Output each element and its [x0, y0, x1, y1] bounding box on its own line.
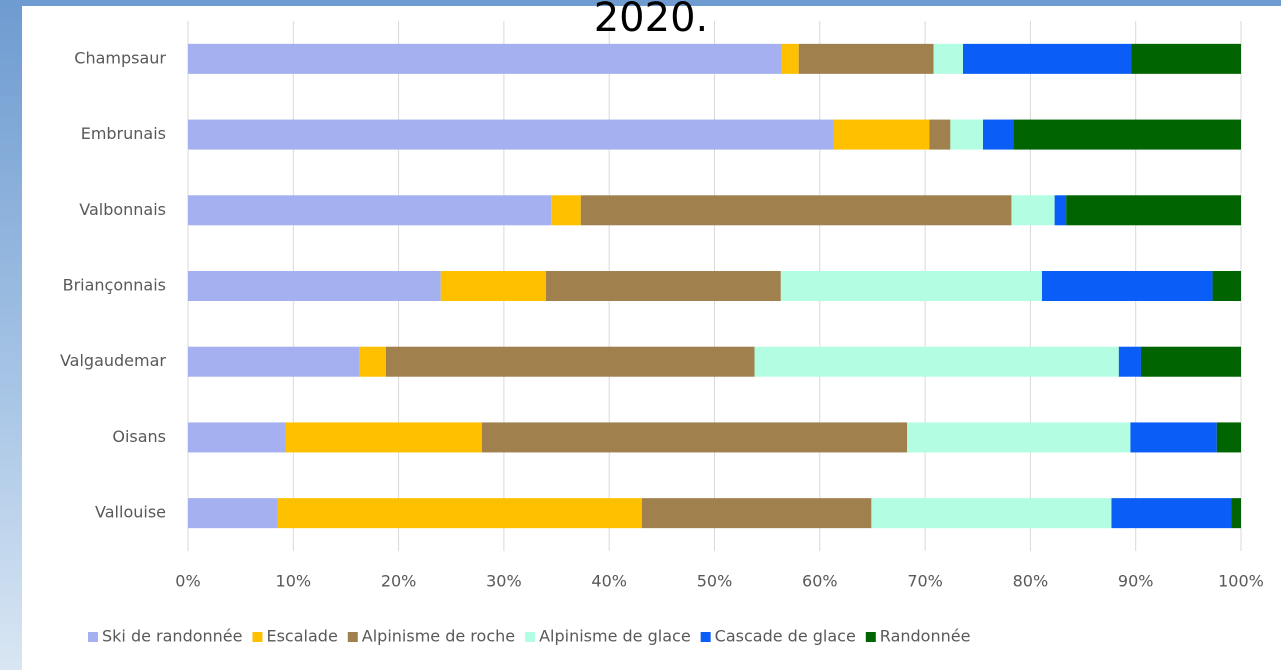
y-tick-label: Vallouise [95, 503, 166, 522]
x-tick-label: 90% [1118, 572, 1154, 591]
x-tick-label: 80% [1013, 572, 1049, 591]
chart-title: 2020. [594, 0, 709, 41]
bar-segment [1011, 195, 1055, 226]
bar-segment [929, 119, 951, 150]
x-tick-label: 70% [907, 572, 943, 591]
legend-swatch [700, 632, 711, 642]
legend-swatch [347, 632, 358, 642]
legend-label: Alpinisme de roche [362, 627, 515, 646]
bar-segment [188, 271, 441, 301]
bar-segment [1118, 346, 1141, 377]
bar-segment [641, 498, 872, 529]
legend-label: Escalade [266, 627, 337, 646]
x-tick-label: 0% [175, 572, 200, 591]
chart-area [22, 6, 1281, 670]
bar-segment [1130, 422, 1217, 453]
legend-swatch [865, 632, 876, 642]
bar-segment [1041, 271, 1213, 301]
bar-segment [188, 195, 552, 226]
bar-segment [833, 119, 930, 150]
bar-segment [933, 43, 964, 74]
bar-segment [188, 498, 278, 529]
bar-segment [1140, 346, 1241, 377]
y-tick-label: Embrunais [81, 124, 166, 143]
bar-segment [798, 43, 934, 74]
bar-segment [963, 43, 1132, 74]
bar-segment [580, 195, 1012, 226]
bar-segment [780, 271, 1042, 301]
x-tick-label: 50% [697, 572, 733, 591]
x-tick-label: 10% [276, 572, 312, 591]
bar-segment [546, 271, 781, 301]
bar-segment [188, 43, 782, 74]
legend-swatch [252, 632, 263, 642]
bar-segment [359, 346, 386, 377]
y-tick-label: Oisans [112, 427, 166, 446]
bar-segment [188, 346, 360, 377]
legend-label: Cascade de glace [715, 627, 856, 646]
bar-segment [385, 346, 755, 377]
legend-swatch [88, 632, 98, 642]
bar-segment [1066, 195, 1241, 226]
bar-segment [1013, 119, 1241, 150]
legend-label: Randonnée [880, 627, 971, 646]
bar-segment [481, 422, 908, 453]
bar-segment [1231, 498, 1241, 529]
y-tick-label: Valgaudemar [60, 351, 166, 370]
y-tick-label: Briançonnais [63, 276, 166, 295]
bar-segment [871, 498, 1112, 529]
x-tick-label: 30% [486, 572, 522, 591]
x-tick-label: 40% [591, 572, 627, 591]
bar-segment [1131, 43, 1241, 74]
bar-segment [551, 195, 581, 226]
bar-segment [277, 498, 642, 529]
bar-segment [983, 119, 1014, 150]
legend-label: Ski de randonnée [102, 627, 242, 646]
bar-segment [1212, 271, 1241, 301]
bar-segment [1111, 498, 1232, 529]
y-tick-label: Valbonnais [79, 200, 166, 219]
bar-segment [907, 422, 1131, 453]
legend-label: Alpinisme de glace [539, 627, 691, 646]
x-tick-label: 60% [802, 572, 838, 591]
y-tick-label: Champsaur [74, 48, 166, 67]
bar-segment [188, 422, 286, 453]
bar-segment [950, 119, 984, 150]
bar-segment [440, 271, 547, 301]
bar-segment [188, 119, 834, 150]
bar-segment [754, 346, 1119, 377]
x-tick-label: 100% [1218, 572, 1264, 591]
bar-segment [1216, 422, 1241, 453]
bar-segment [781, 43, 799, 74]
bar-segment [285, 422, 482, 453]
legend-swatch [525, 632, 536, 642]
bar-segment [1054, 195, 1067, 226]
x-tick-label: 20% [381, 572, 417, 591]
